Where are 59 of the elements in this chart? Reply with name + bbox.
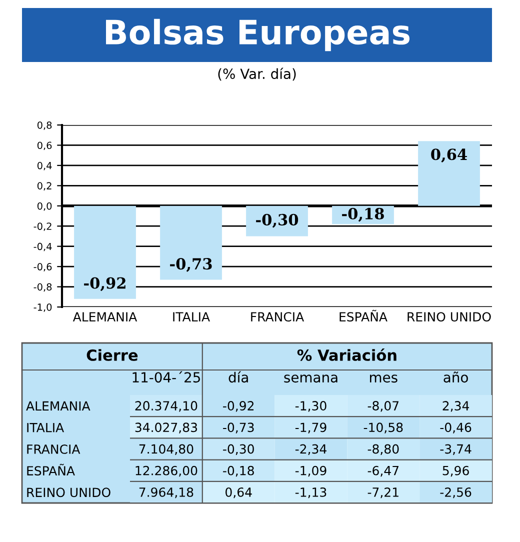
y-tick-label: ITALIA (27, 423, 64, 432)
x-tick-label: mes (370, 374, 398, 383)
text: % Variación (297, 348, 396, 361)
data-label: 5,96 (442, 466, 469, 477)
data-label: 0,64 (226, 487, 252, 498)
data-label: -7,21 (368, 487, 398, 498)
text: Cierre (86, 349, 138, 361)
data-label: 0,64 (431, 148, 467, 162)
y-tick-label: FRANCIA (27, 444, 80, 454)
data-label: 7.104,80 (139, 444, 194, 455)
x-tick-label: día (228, 371, 248, 383)
data-label: -3,74 (440, 444, 472, 455)
data-label: -8,80 (368, 444, 399, 455)
x-tick-label: ESPAÑA (340, 310, 388, 322)
x-tick-label: REINO UNIDO (408, 312, 491, 322)
y-tick-label: -1,0 (34, 303, 52, 312)
x-tick-label: semana (284, 374, 338, 383)
data-label: -0,73 (223, 422, 254, 434)
data-label: -2,56 (440, 487, 472, 498)
x-tick-label: FRANCIA (251, 312, 304, 322)
data-label: 34.027,83 (135, 422, 198, 434)
y-tick-label: 0,2 (37, 182, 52, 190)
y-tick-label: -0,4 (34, 242, 52, 252)
data-label: -2,34 (295, 444, 326, 455)
chart-subtitle: (% Var. día) (218, 68, 296, 81)
data-label: -0,18 (223, 466, 254, 477)
data-label: -0,30 (223, 444, 254, 455)
y-tick-label: -0,6 (34, 263, 52, 272)
y-tick-label: ESPAÑA (27, 464, 75, 476)
y-tick-label: REINO UNIDO (27, 488, 110, 498)
data-label: -0,92 (84, 277, 126, 292)
y-tick-label: 0,0 (37, 202, 52, 211)
data-label: -0,18 (342, 208, 384, 222)
data-label: -8,07 (368, 401, 399, 412)
chart-title: Bolsas Europeas (106, 18, 410, 52)
data-label: 2,34 (442, 401, 470, 412)
data-label: 20.374,10 (135, 401, 198, 412)
data-label: -1,13 (295, 487, 326, 498)
x-tick-label: año (444, 372, 468, 383)
y-tick-label: 0,4 (37, 162, 52, 170)
y-tick-label: -0,2 (34, 222, 52, 231)
y-tick-label: ALEMANIA (26, 401, 90, 411)
x-tick-label: ITALIA (173, 312, 210, 322)
data-label: 7.964,18 (139, 487, 194, 498)
y-tick-label: 0,8 (37, 121, 52, 130)
data-label: -1,30 (295, 401, 326, 412)
y-tick-label: -0,8 (34, 283, 52, 292)
data-label: -6,47 (368, 466, 399, 477)
data-label: -10,58 (364, 422, 403, 434)
data-label: -1,09 (295, 466, 326, 477)
data-label: -0,92 (223, 401, 254, 412)
data-label: -0,73 (170, 258, 212, 272)
data-label: -0,30 (256, 214, 298, 228)
y-tick-label: 0,6 (37, 142, 52, 150)
data-label: -1,79 (295, 422, 326, 434)
data-label: 12.286,00 (136, 466, 198, 477)
x-tick-label: ALEMANIA (72, 312, 138, 322)
x-tick-label: 11-04-´25 (132, 371, 200, 383)
data-label: -0,46 (440, 422, 472, 434)
